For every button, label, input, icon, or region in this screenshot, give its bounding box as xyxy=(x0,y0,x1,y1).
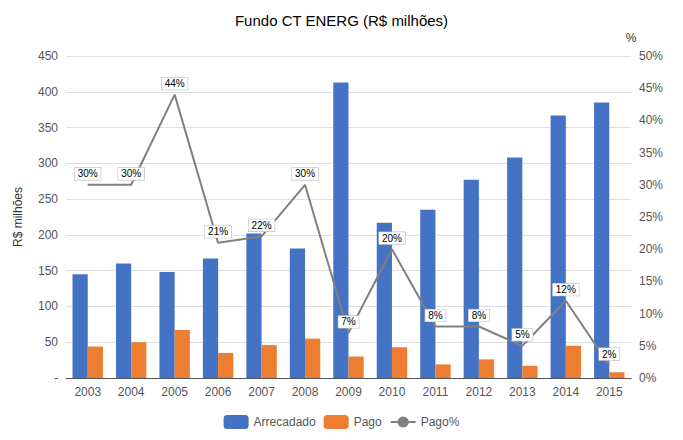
svg-text:2007: 2007 xyxy=(248,385,275,399)
svg-text:R$ milhões: R$ milhões xyxy=(11,187,25,247)
svg-text:8%: 8% xyxy=(428,310,443,321)
svg-text:%: % xyxy=(626,31,637,45)
svg-text:2010: 2010 xyxy=(379,385,406,399)
svg-text:2003: 2003 xyxy=(74,385,101,399)
svg-text:35%: 35% xyxy=(639,146,663,160)
svg-text:2011: 2011 xyxy=(423,385,449,399)
svg-text:44%: 44% xyxy=(165,78,185,89)
svg-text:20%: 20% xyxy=(382,233,402,244)
svg-text:2006: 2006 xyxy=(205,385,232,399)
svg-text:2014: 2014 xyxy=(552,385,579,399)
svg-text:450: 450 xyxy=(38,49,58,63)
svg-text:Fundo CT ENERG (R$ milhões): Fundo CT ENERG (R$ milhões) xyxy=(235,12,448,29)
svg-text:50: 50 xyxy=(45,335,59,349)
svg-text:30%: 30% xyxy=(295,168,315,179)
svg-text:2015: 2015 xyxy=(596,385,623,399)
svg-text:150: 150 xyxy=(38,264,58,278)
svg-text:2%: 2% xyxy=(602,349,617,360)
svg-text:20%: 20% xyxy=(639,242,663,256)
svg-text:7%: 7% xyxy=(341,316,356,327)
svg-text:22%: 22% xyxy=(252,220,272,231)
svg-text:40%: 40% xyxy=(639,113,663,127)
svg-text:0%: 0% xyxy=(639,371,657,385)
svg-text:25%: 25% xyxy=(639,210,663,224)
svg-text:2013: 2013 xyxy=(509,385,536,399)
svg-text:5%: 5% xyxy=(515,329,530,340)
svg-text:5%: 5% xyxy=(639,339,657,353)
svg-text:21%: 21% xyxy=(208,226,228,237)
svg-text:12%: 12% xyxy=(556,284,576,295)
svg-text:8%: 8% xyxy=(472,310,487,321)
svg-text:100: 100 xyxy=(38,299,58,313)
svg-text:-: - xyxy=(54,371,58,385)
svg-text:2004: 2004 xyxy=(118,385,145,399)
svg-text:30%: 30% xyxy=(121,168,141,179)
svg-text:30%: 30% xyxy=(78,168,98,179)
svg-text:Pago: Pago xyxy=(354,415,382,429)
svg-text:Pago%: Pago% xyxy=(421,415,460,429)
svg-text:350: 350 xyxy=(38,121,58,135)
svg-text:2009: 2009 xyxy=(335,385,362,399)
svg-text:2012: 2012 xyxy=(466,385,493,399)
svg-text:10%: 10% xyxy=(639,307,663,321)
svg-text:Arrecadado: Arrecadado xyxy=(254,415,316,429)
svg-text:15%: 15% xyxy=(639,274,663,288)
svg-text:200: 200 xyxy=(38,228,58,242)
svg-text:400: 400 xyxy=(38,85,58,99)
svg-text:2005: 2005 xyxy=(161,385,188,399)
svg-text:45%: 45% xyxy=(639,81,663,95)
svg-text:300: 300 xyxy=(38,156,58,170)
svg-text:250: 250 xyxy=(38,192,58,206)
svg-text:50%: 50% xyxy=(639,49,663,63)
svg-text:2008: 2008 xyxy=(292,385,319,399)
svg-text:30%: 30% xyxy=(639,178,663,192)
